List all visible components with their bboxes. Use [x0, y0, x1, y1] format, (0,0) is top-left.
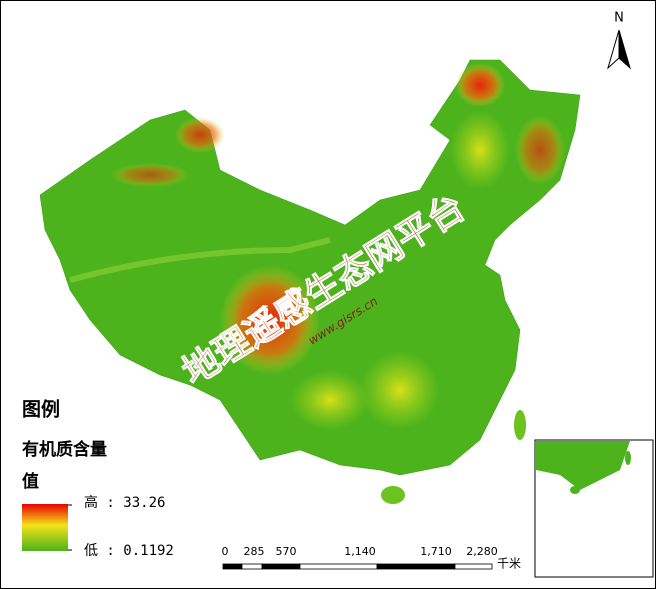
scale-label: 1,140: [344, 545, 376, 558]
legend-high: 高 : 33.26: [84, 494, 165, 511]
legend-heading: 图例: [22, 398, 60, 421]
scale-label: 570: [276, 545, 297, 558]
scale-label: 1,710: [420, 545, 452, 558]
scale-segment: [241, 563, 263, 570]
china-map: [39, 59, 581, 504]
north-arrow: N: [607, 11, 631, 70]
legend-field: 值: [22, 471, 39, 492]
scale-label: 0: [222, 545, 229, 558]
scale-unit: 千米: [497, 557, 521, 571]
scale-segment: [376, 563, 456, 570]
scale-segment: [222, 563, 243, 570]
legend-low: 低 : 0.1192: [84, 543, 174, 559]
scale-bar: 千米 0 285 570 1,140 1,710 2,280: [222, 545, 522, 571]
scale-segment: [261, 563, 301, 570]
north-label: N: [614, 11, 624, 26]
scale-segment: [299, 563, 378, 570]
legend: 图例 有机质含量 值 高 : 33.26 低 : 0.1192: [22, 398, 174, 559]
scale-label: 2,280: [466, 545, 498, 558]
legend-ramp: [22, 504, 68, 551]
scale-segment: [454, 563, 493, 570]
scale-label: 285: [244, 545, 265, 558]
legend-layer: 有机质含量: [22, 439, 107, 460]
inset-map: [534, 439, 654, 578]
